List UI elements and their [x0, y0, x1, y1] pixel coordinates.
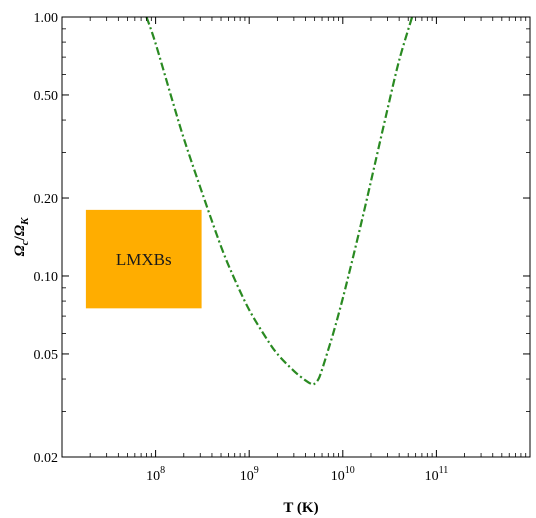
y-tick-label-1: 0.05: [34, 348, 59, 363]
y-tick-label-2: 0.10: [34, 270, 59, 285]
x-tick-labels: 108 109 1010 1011: [146, 465, 448, 484]
y-axis-title-omega-k: Ω: [12, 225, 28, 236]
series-layer: [145, 17, 414, 386]
series-line-0: [145, 17, 414, 386]
plot-frame: [61, 16, 531, 458]
x-axis-title: T (K): [283, 500, 318, 516]
annotation-label-0: LMXBs: [116, 250, 172, 269]
annotation-layer: LMXBs: [85, 209, 202, 309]
x-tick-label-2: 1010: [331, 465, 355, 484]
y-axis-title-sub-c: c: [19, 240, 31, 245]
y-tick-labels: 0.02 0.05 0.10 0.20 0.50 1.00: [34, 11, 59, 466]
x-tick-label-0: 108: [146, 465, 165, 484]
y-tick-label-4: 0.50: [34, 89, 59, 104]
y-axis-title: Ωc/ΩK: [12, 217, 31, 256]
annotation-region-0: [85, 209, 202, 309]
x-tick-label-3: 1011: [425, 465, 449, 484]
y-axis-title-omega-c: Ω: [12, 245, 28, 256]
y-tick-label-0: 0.02: [34, 451, 59, 466]
y-tick-label-5: 1.00: [34, 11, 59, 26]
x-tick-label-1: 109: [240, 465, 259, 484]
y-axis-title-sub-k: K: [19, 217, 31, 226]
y-axis-title-slash: /: [12, 235, 28, 241]
plot-frame-rect: [61, 16, 531, 458]
y-tick-label-3: 0.20: [34, 192, 59, 207]
ticks: [62, 16, 530, 458]
